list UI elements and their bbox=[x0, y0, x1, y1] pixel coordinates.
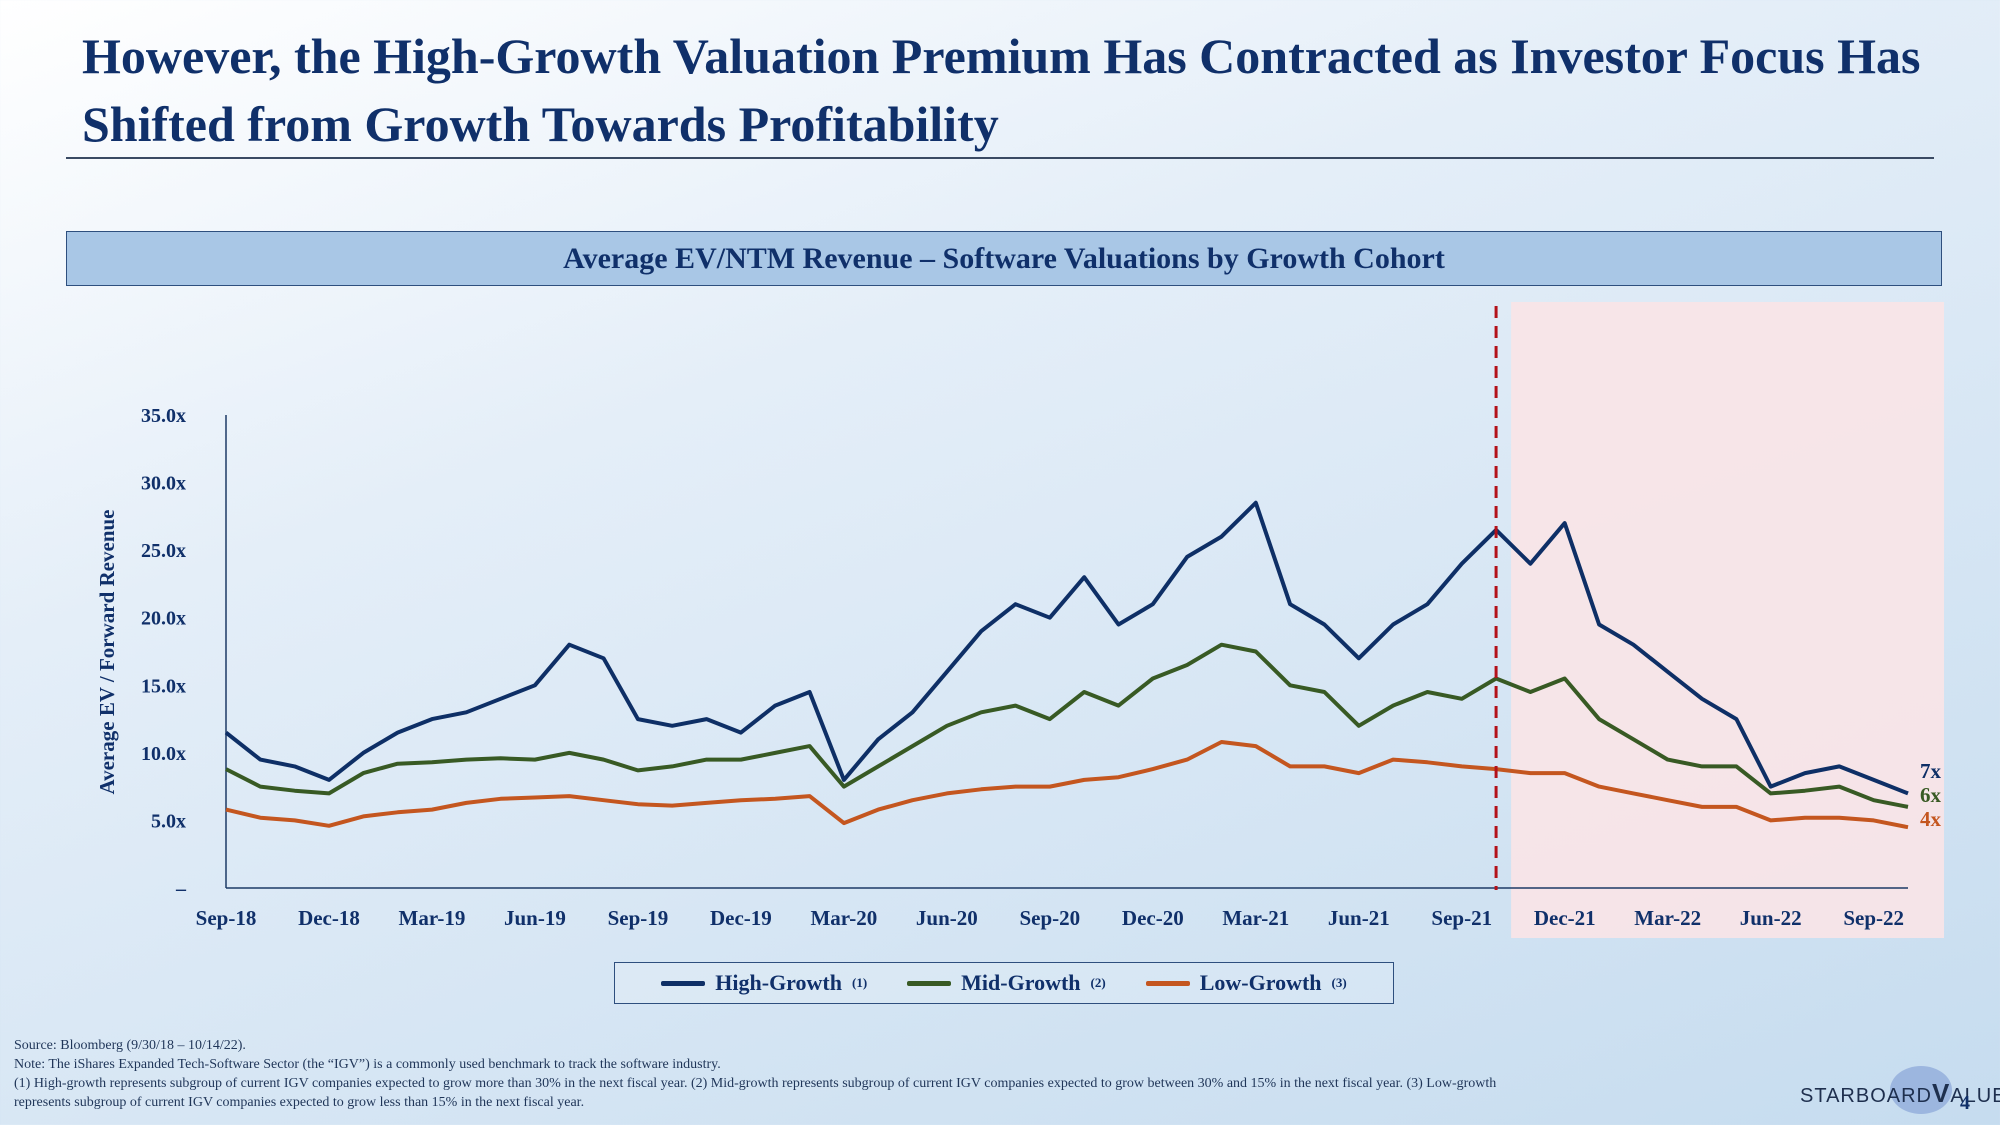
x-tick-label: Dec-18 bbox=[298, 906, 360, 930]
x-tick-label: Dec-21 bbox=[1534, 906, 1596, 930]
y-tick-label: 15.0x bbox=[141, 675, 186, 697]
x-tick-label: Jun-19 bbox=[504, 906, 566, 930]
x-tick-label: Mar-22 bbox=[1634, 906, 1701, 930]
end-label: 4x bbox=[1920, 807, 1942, 831]
logo-circle-icon bbox=[1890, 1066, 1952, 1114]
end-label: 7x bbox=[1920, 759, 1942, 783]
x-tick-label: Dec-19 bbox=[710, 906, 772, 930]
x-tick-label: Sep-20 bbox=[1019, 906, 1080, 930]
x-tick-label: Jun-21 bbox=[1328, 906, 1390, 930]
legend-label-high: High-Growth bbox=[715, 970, 842, 995]
legend-item-low-growth: Low-Growth (3) bbox=[1145, 970, 1347, 996]
legend-label-low: Low-Growth bbox=[1199, 970, 1322, 995]
footnote-definitions: (1) High-growth represents subgroup of c… bbox=[14, 1076, 1497, 1091]
page-title: However, the High-Growth Valuation Premi… bbox=[82, 28, 1921, 152]
x-tick-label: Sep-18 bbox=[196, 906, 257, 930]
legend: High-Growth (1) Mid-Growth (2) Low-Growt… bbox=[614, 962, 1394, 1004]
legend-label-mid: Mid-Growth bbox=[961, 970, 1081, 995]
x-tick-label: Jun-22 bbox=[1740, 906, 1802, 930]
y-tick-label: 5.0x bbox=[151, 810, 186, 832]
x-tick-label: Sep-22 bbox=[1843, 906, 1904, 930]
legend-marker-low: (3) bbox=[1331, 975, 1347, 990]
y-tick-label: 10.0x bbox=[141, 743, 186, 765]
series-line-high-growth bbox=[224, 500, 1909, 796]
x-tick-label: Sep-19 bbox=[608, 906, 669, 930]
legend-marker-high: (1) bbox=[852, 975, 868, 990]
y-axis: – 5.0x 10.0x 15.0x 20.0x 25.0x 30.0x 35.0x bbox=[141, 405, 227, 900]
legend-swatch-high bbox=[661, 980, 706, 986]
series-lines bbox=[224, 500, 1909, 830]
legend-swatch-low bbox=[1145, 980, 1190, 986]
footnote-note: Note: The iShares Expanded Tech-Software… bbox=[14, 1057, 721, 1072]
x-tick-label: Mar-21 bbox=[1222, 906, 1289, 930]
page-number: 4 bbox=[1960, 1092, 1970, 1114]
logo-text: STARBOARDVALUE® bbox=[1800, 1078, 2000, 1108]
y-tick-label: 35.0x bbox=[141, 405, 186, 427]
title-divider bbox=[66, 157, 1934, 159]
series-line-low-growth bbox=[225, 740, 1909, 830]
y-tick-label: 25.0x bbox=[141, 540, 186, 562]
legend-item-mid-growth: Mid-Growth (2) bbox=[907, 970, 1106, 996]
y-tick-label: 30.0x bbox=[141, 473, 186, 495]
y-tick-label: – bbox=[175, 878, 187, 900]
x-tick-label: Dec-20 bbox=[1122, 906, 1184, 930]
end-label: 6x bbox=[1920, 783, 1942, 807]
x-tick-label: Mar-20 bbox=[810, 906, 877, 930]
x-tick-label: Sep-21 bbox=[1431, 906, 1492, 930]
x-axis: Sep-18 Dec-18 Mar-19 Jun-19 Sep-19 Dec-19 Mar-… bbox=[196, 887, 1908, 930]
footnote-source: Source: Bloomberg (9/30/18 – 10/14/22). bbox=[14, 1038, 246, 1053]
legend-item-high-growth: High-Growth (1) bbox=[661, 970, 867, 996]
series-line-mid-growth bbox=[225, 642, 1909, 809]
x-tick-label: Mar-19 bbox=[399, 906, 466, 930]
legend-marker-mid: (2) bbox=[1090, 975, 1106, 990]
chart-header: Average EV/NTM Revenue – Software Valuat… bbox=[66, 231, 1942, 286]
footnotes: Source: Bloomberg (9/30/18 – 10/14/22). … bbox=[14, 1036, 1774, 1112]
shaded-region bbox=[1511, 302, 1944, 938]
legend-swatch-mid bbox=[907, 980, 952, 986]
starboard-logo: STARBOARDVALUE® bbox=[1800, 1064, 2000, 1114]
x-tick-label: Jun-20 bbox=[916, 906, 978, 930]
footnote-definitions-cont: represents subgroup of current IGV compa… bbox=[14, 1095, 585, 1110]
y-axis-label: Average EV / Forward Revenue bbox=[95, 510, 119, 795]
y-tick-label: 20.0x bbox=[141, 608, 186, 630]
